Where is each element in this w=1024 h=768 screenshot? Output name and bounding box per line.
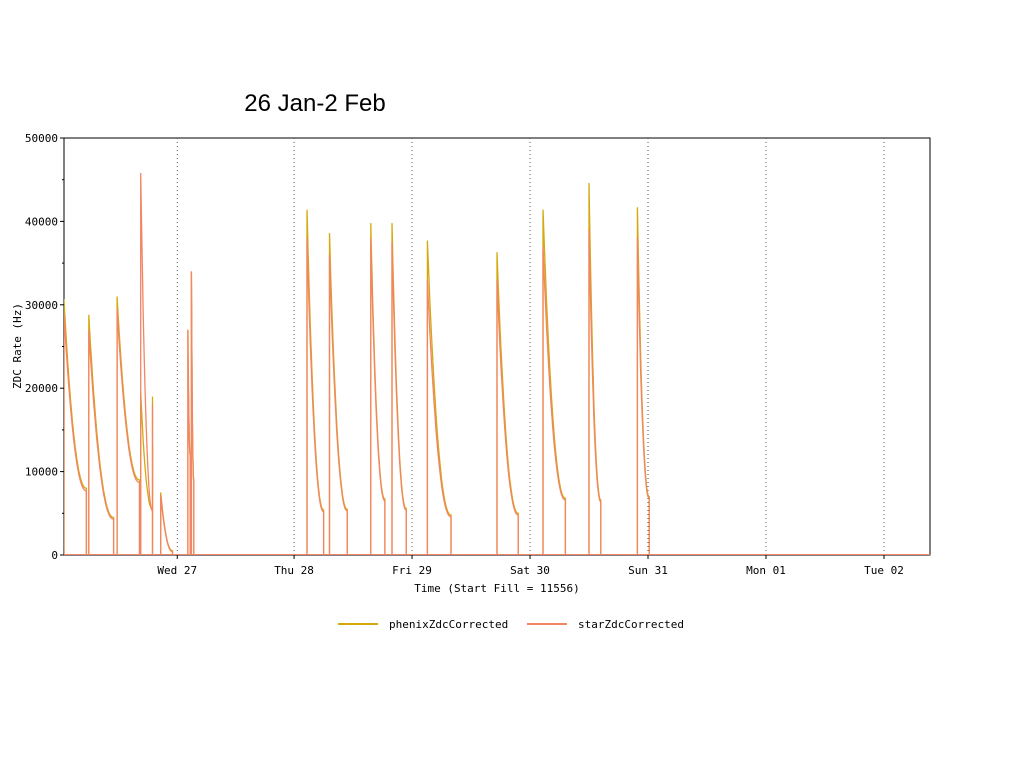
vertical-gridlines	[176, 138, 885, 555]
x-axis: Wed 27 Thu 28 Fri 29 Sat 30 Sun 31 Mon 01 Tue …	[157, 555, 904, 577]
x-tick-label: Sun 31	[628, 564, 668, 577]
x-tick-label: Wed 27	[157, 564, 197, 577]
series-lines	[64, 172, 930, 555]
y-tick-label: 10000	[25, 466, 58, 479]
legend-label-phenix: phenixZdcCorrected	[389, 618, 508, 631]
x-tick-label: Sat 30	[510, 564, 550, 577]
legend: phenixZdcCorrected starZdcCorrected	[338, 618, 684, 631]
y-axis-label: ZDC Rate (Hz)	[11, 303, 24, 389]
x-tick-label: Tue 02	[864, 564, 904, 577]
y-tick-label: 40000	[25, 215, 58, 228]
slide-title: 26 Jan-2 Feb	[244, 90, 386, 117]
y-tick-label: 0	[51, 549, 58, 562]
y-tick-label: 50000	[25, 132, 58, 145]
x-tick-label: Mon 01	[746, 564, 786, 577]
series-line-starZdcCorrected	[64, 172, 650, 555]
y-tick-label: 30000	[25, 299, 58, 312]
x-tick-label: Thu 28	[274, 564, 314, 577]
x-axis-label: Time (Start Fill = 11556)	[414, 582, 580, 595]
y-axis: 0 10000 20000 30000 40000 50000	[25, 132, 64, 562]
y-tick-label: 20000	[25, 382, 58, 395]
legend-label-star: starZdcCorrected	[578, 618, 684, 631]
x-tick-label: Fri 29	[392, 564, 432, 577]
